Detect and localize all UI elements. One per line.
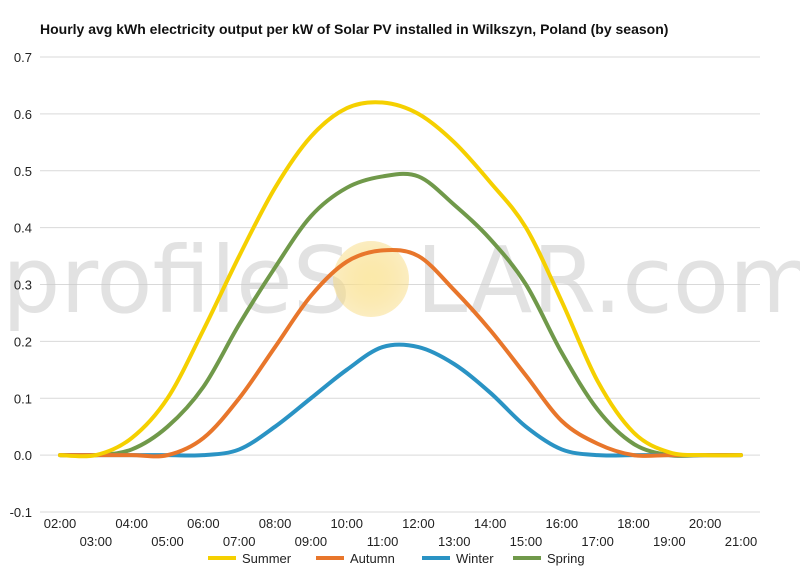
x-tick-label: 10:00	[330, 516, 363, 531]
x-tick-label: 14:00	[474, 516, 507, 531]
x-axis-ticks: 02:00 04:00 06:00 08:00 10:00 12:00 14:00 16:00…	[44, 516, 758, 549]
x-tick-label: 07:00	[223, 534, 256, 549]
x-tick-label: 12:00	[402, 516, 435, 531]
legend-label-winter: Winter	[456, 551, 494, 566]
y-axis-ticks: -0.1 0.0 0.1 0.2 0.3 0.4 0.5 0.6 0.7	[10, 50, 32, 520]
y-tick-label: 0.0	[14, 448, 32, 463]
y-tick-label: 0.1	[14, 391, 32, 406]
x-tick-label: 06:00	[187, 516, 220, 531]
y-tick-label: 0.4	[14, 221, 32, 236]
chart-title: Hourly avg kWh electricity output per kW…	[40, 21, 668, 37]
x-tick-label: 11:00	[367, 534, 399, 549]
x-tick-label: 13:00	[438, 534, 471, 549]
y-tick-label: 0.2	[14, 334, 32, 349]
legend-label-summer: Summer	[242, 551, 292, 566]
legend: Summer Autumn Winter Spring	[208, 551, 585, 566]
series-layer	[58, 100, 743, 459]
watermark-text-right: LAR.com	[416, 227, 800, 334]
x-tick-label: 02:00	[44, 516, 77, 531]
watermark-text-left: profileS	[2, 227, 351, 334]
y-tick-label: 0.3	[14, 278, 32, 293]
x-tick-label: 16:00	[546, 516, 579, 531]
y-tick-label: 0.5	[14, 164, 32, 179]
legend-label-autumn: Autumn	[350, 551, 395, 566]
x-tick-label: 05:00	[151, 534, 184, 549]
series-line-spring	[58, 171, 743, 458]
legend-label-spring: Spring	[547, 551, 585, 566]
x-tick-label: 09:00	[295, 534, 328, 549]
watermark: profileS LAR.com	[2, 227, 800, 334]
y-tick-label: 0.6	[14, 107, 32, 122]
x-tick-label: 19:00	[653, 534, 686, 549]
series-line-autumn	[58, 247, 743, 459]
x-tick-label: 21:00	[725, 534, 758, 549]
x-tick-label: 17:00	[581, 534, 614, 549]
series-line-summer	[58, 100, 743, 459]
x-tick-label: 18:00	[617, 516, 650, 531]
y-tick-label: -0.1	[10, 505, 32, 520]
x-tick-label: 20:00	[689, 516, 722, 531]
x-tick-label: 08:00	[259, 516, 292, 531]
y-tick-label: 0.7	[14, 50, 32, 65]
x-tick-label: 04:00	[115, 516, 148, 531]
x-tick-label: 15:00	[510, 534, 543, 549]
x-tick-label: 03:00	[80, 534, 113, 549]
